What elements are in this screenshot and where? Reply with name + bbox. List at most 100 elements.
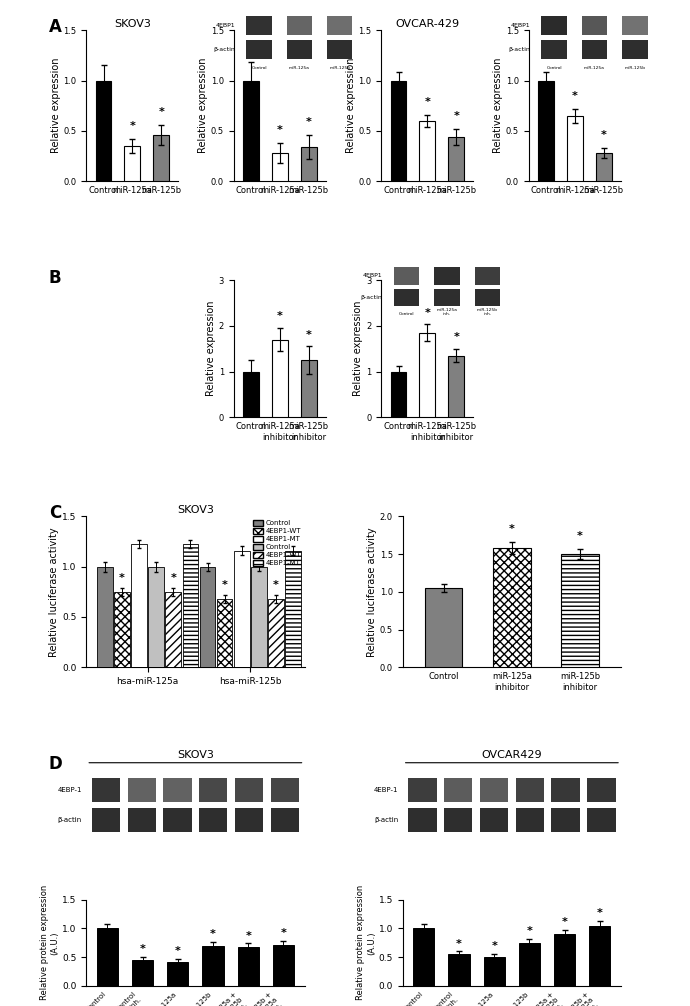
Text: *: * <box>424 308 431 318</box>
FancyBboxPatch shape <box>128 809 156 832</box>
Text: *: * <box>280 929 286 939</box>
Text: *: * <box>562 916 568 927</box>
FancyBboxPatch shape <box>270 779 299 802</box>
FancyBboxPatch shape <box>444 779 473 802</box>
Text: *: * <box>119 572 125 582</box>
Bar <box>114 592 130 667</box>
Bar <box>234 550 250 667</box>
Bar <box>153 135 169 181</box>
Text: *: * <box>221 579 228 590</box>
Bar <box>391 371 406 417</box>
Y-axis label: Relative expression: Relative expression <box>198 58 208 154</box>
Text: *: * <box>277 126 283 136</box>
Bar <box>272 340 288 417</box>
Legend: Control, 4EBP1-WT, 4EBP1-MT, Control, 4EBP1-WT, 4EBP1-MT: Control, 4EBP1-WT, 4EBP1-MT, Control, 4E… <box>253 520 301 566</box>
Text: 4EBP-1: 4EBP-1 <box>57 787 82 793</box>
Bar <box>391 80 406 181</box>
Bar <box>96 80 112 181</box>
Text: C: C <box>49 504 61 522</box>
Bar <box>166 592 181 667</box>
Bar <box>589 926 611 986</box>
Text: *: * <box>273 579 279 590</box>
Y-axis label: Relative expression: Relative expression <box>206 301 216 396</box>
FancyBboxPatch shape <box>551 779 580 802</box>
FancyBboxPatch shape <box>515 809 544 832</box>
Y-axis label: Relative protein expression
(A.U.): Relative protein expression (A.U.) <box>40 885 59 1000</box>
Bar <box>131 544 147 667</box>
FancyBboxPatch shape <box>587 809 615 832</box>
Text: A: A <box>49 18 61 36</box>
Bar <box>484 957 505 986</box>
Text: *: * <box>572 92 578 102</box>
Text: *: * <box>277 311 283 321</box>
FancyBboxPatch shape <box>515 779 544 802</box>
Bar <box>448 955 470 986</box>
Y-axis label: Relative expression: Relative expression <box>353 301 364 396</box>
FancyBboxPatch shape <box>480 809 508 832</box>
Text: *: * <box>175 946 181 956</box>
Text: *: * <box>597 908 603 918</box>
Text: *: * <box>306 118 312 128</box>
Bar <box>148 566 164 667</box>
Bar <box>237 947 259 986</box>
Bar <box>425 589 462 667</box>
Bar <box>448 355 464 417</box>
Text: *: * <box>158 108 164 118</box>
Bar <box>420 333 435 417</box>
FancyBboxPatch shape <box>128 779 156 802</box>
FancyBboxPatch shape <box>444 809 473 832</box>
Bar <box>167 962 188 986</box>
Bar <box>202 946 224 986</box>
Bar <box>493 548 531 667</box>
Text: SKOV3: SKOV3 <box>177 750 214 761</box>
Bar <box>538 80 554 181</box>
FancyBboxPatch shape <box>408 779 437 802</box>
Text: *: * <box>245 931 251 941</box>
FancyBboxPatch shape <box>408 809 437 832</box>
FancyBboxPatch shape <box>235 779 264 802</box>
FancyBboxPatch shape <box>92 809 120 832</box>
Bar <box>243 80 259 181</box>
Bar <box>562 554 599 667</box>
Text: *: * <box>139 945 146 955</box>
Text: *: * <box>130 122 135 132</box>
Text: *: * <box>509 524 515 534</box>
Bar <box>251 566 267 667</box>
Bar <box>97 929 118 986</box>
FancyBboxPatch shape <box>587 779 615 802</box>
Text: *: * <box>601 131 607 141</box>
Text: *: * <box>210 930 216 940</box>
Text: *: * <box>526 926 533 936</box>
FancyBboxPatch shape <box>164 779 192 802</box>
Bar <box>301 360 317 417</box>
Text: *: * <box>577 531 583 541</box>
Text: *: * <box>424 98 431 108</box>
Y-axis label: Relative expression: Relative expression <box>493 58 503 154</box>
FancyBboxPatch shape <box>164 809 192 832</box>
FancyBboxPatch shape <box>92 779 120 802</box>
Bar <box>420 121 435 181</box>
FancyBboxPatch shape <box>199 809 228 832</box>
Bar <box>595 153 611 181</box>
Y-axis label: Relative expression: Relative expression <box>50 58 61 154</box>
Title: SKOV3: SKOV3 <box>114 19 151 29</box>
FancyBboxPatch shape <box>270 809 299 832</box>
Title: OVCAR-429: OVCAR-429 <box>395 19 460 29</box>
Text: *: * <box>456 939 462 949</box>
Bar <box>199 566 215 667</box>
FancyBboxPatch shape <box>480 779 508 802</box>
Bar <box>413 929 435 986</box>
Text: *: * <box>453 112 459 122</box>
FancyBboxPatch shape <box>235 809 264 832</box>
Text: β-actin: β-actin <box>58 817 82 823</box>
Text: *: * <box>453 332 459 342</box>
Bar <box>273 945 294 986</box>
Text: *: * <box>306 330 312 340</box>
Text: OVCAR429: OVCAR429 <box>482 750 542 761</box>
Text: 4EBP-1: 4EBP-1 <box>374 787 398 793</box>
Text: B: B <box>49 270 61 287</box>
Bar <box>554 935 575 986</box>
Bar <box>268 599 284 667</box>
Bar <box>285 550 301 667</box>
Bar <box>567 116 583 181</box>
